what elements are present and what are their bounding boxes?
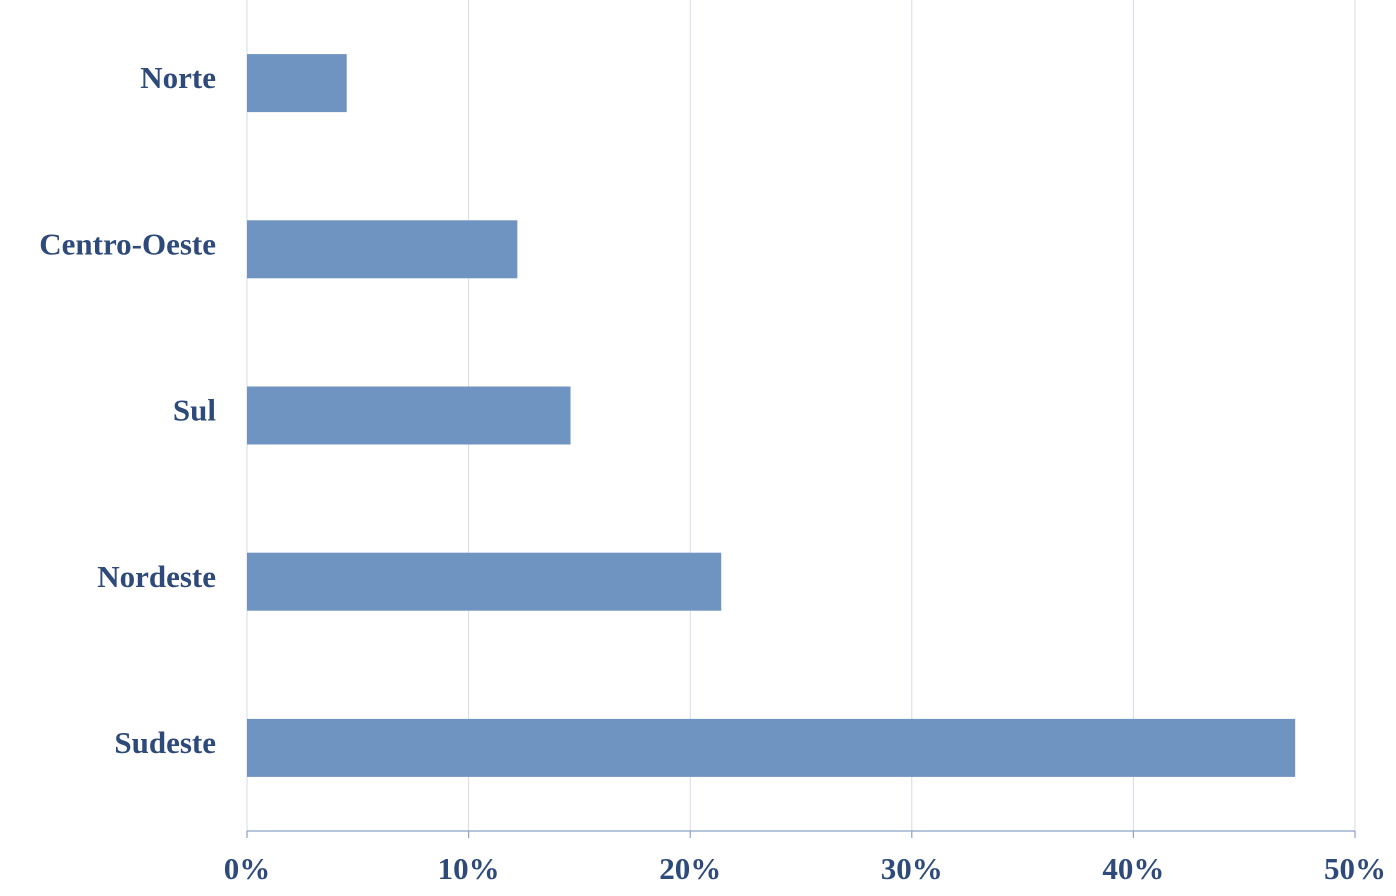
- bar: [247, 718, 1296, 777]
- y-tick-label: Centro-Oeste: [39, 226, 216, 261]
- x-tick-label: 40%: [1102, 851, 1164, 886]
- y-tick-label: Sul: [173, 393, 216, 428]
- x-tick-label: 50%: [1324, 851, 1386, 886]
- x-tick-label: 10%: [438, 851, 500, 886]
- x-tick-label: 20%: [659, 851, 721, 886]
- bar: [247, 220, 518, 279]
- bar: [247, 386, 571, 445]
- x-tick-label: 0%: [224, 851, 271, 886]
- x-tick-label: 30%: [881, 851, 943, 886]
- y-tick-label: Sudeste: [114, 725, 216, 760]
- bar: [247, 54, 347, 113]
- y-tick-label: Norte: [140, 60, 216, 95]
- y-tick-label: Nordeste: [97, 559, 216, 594]
- bar: [247, 552, 722, 611]
